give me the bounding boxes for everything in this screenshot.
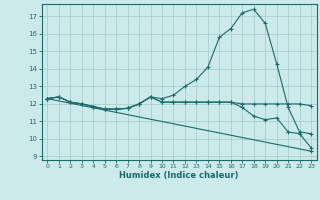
X-axis label: Humidex (Indice chaleur): Humidex (Indice chaleur) bbox=[119, 171, 239, 180]
